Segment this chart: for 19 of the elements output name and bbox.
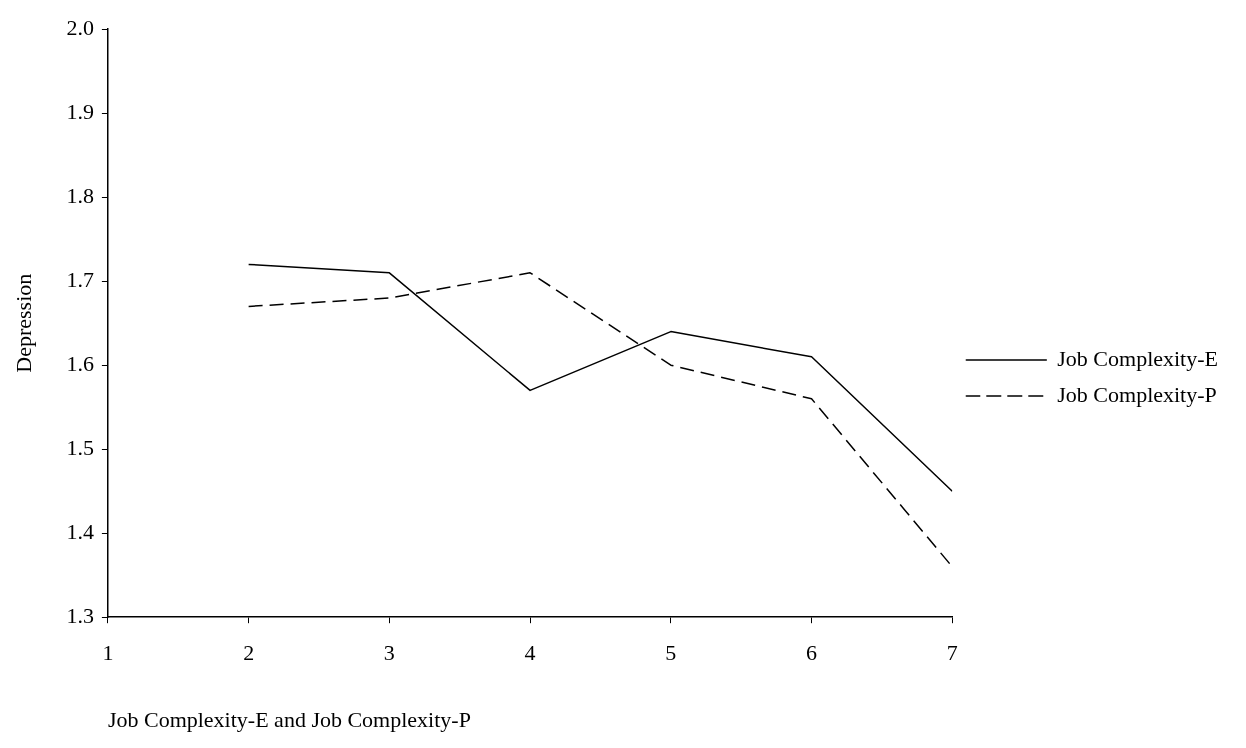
y-tick-label: 1.4 (66, 518, 94, 544)
x-tick-label: 3 (383, 640, 395, 666)
x-tick-label: 4 (524, 640, 536, 666)
x-tick-label: 6 (806, 640, 818, 666)
x-tick-label: 5 (665, 640, 677, 666)
x-axis-title: Job Complexity-E and Job Complexity-P (107, 706, 471, 732)
y-tick-label: 1.5 (66, 434, 94, 460)
y-tick-label: 2.0 (66, 14, 94, 40)
x-tick-label: 7 (946, 640, 958, 666)
y-tick-label: 1.9 (66, 98, 94, 124)
x-tick-label: 2 (243, 640, 255, 666)
y-tick-label: 1.3 (66, 602, 94, 628)
y-axis-title: Depression (10, 273, 36, 373)
y-tick-label: 1.7 (66, 266, 94, 292)
y-tick-label: 1.6 (66, 350, 94, 376)
y-tick-label: 1.8 (66, 182, 94, 208)
legend-label: Job Complexity-E (1057, 345, 1218, 371)
x-tick-label: 1 (102, 640, 114, 666)
legend-label: Job Complexity-P (1057, 381, 1217, 407)
